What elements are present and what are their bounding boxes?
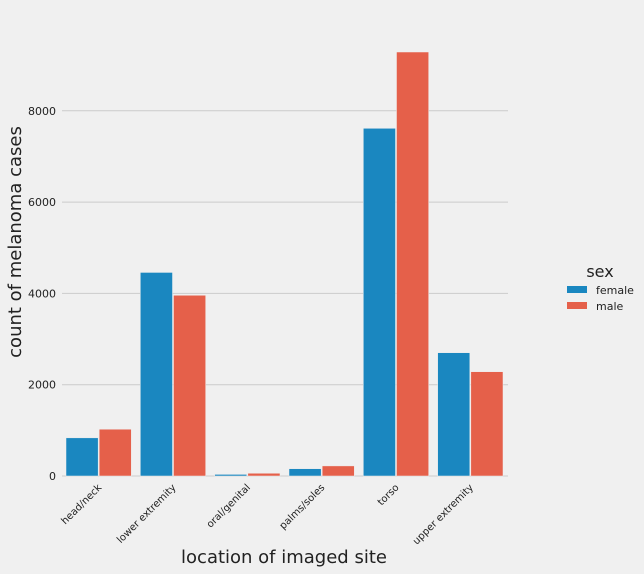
x-tick-label: upper extremity [411, 482, 476, 547]
x-tick-label: lower extremity [115, 482, 179, 546]
bar-male [321, 465, 355, 477]
x-axis-title: location of imaged site [181, 547, 387, 568]
y-axis-title: count of melanoma cases [5, 126, 26, 358]
bar-male [470, 371, 504, 477]
x-tick-label: palms/soles [278, 482, 328, 532]
bar-female [288, 468, 322, 477]
bar-male [247, 473, 281, 477]
legend-label-female: female [596, 284, 634, 297]
y-tick-label: 2000 [28, 379, 56, 392]
y-tick-labels: 0 2000 4000 6000 8000 [28, 105, 56, 483]
bar-male [173, 295, 206, 477]
gridlines [62, 110, 508, 477]
bar-female [363, 128, 396, 477]
y-tick-label: 6000 [28, 196, 56, 209]
legend-label-male: male [596, 300, 624, 313]
legend: sex female male [567, 262, 634, 313]
bar-male [98, 428, 132, 477]
x-tick-label: torso [376, 482, 402, 508]
bar-male [396, 51, 429, 477]
legend-swatch-male [567, 302, 587, 309]
bar-female [140, 272, 173, 477]
x-tick-labels: head/neck lower extremity oral/genital palm… [60, 482, 476, 547]
y-tick-label: 0 [49, 470, 56, 483]
y-tick-label: 4000 [28, 287, 56, 300]
bar-female [437, 352, 471, 477]
bar-female [214, 474, 248, 477]
x-tick-label: oral/genital [205, 482, 253, 530]
legend-title: sex [586, 262, 613, 281]
bar-female [65, 437, 99, 477]
legend-swatch-female [567, 286, 587, 293]
x-tick-label: head/neck [60, 482, 105, 527]
bars [65, 51, 504, 477]
y-tick-label: 8000 [28, 105, 56, 118]
